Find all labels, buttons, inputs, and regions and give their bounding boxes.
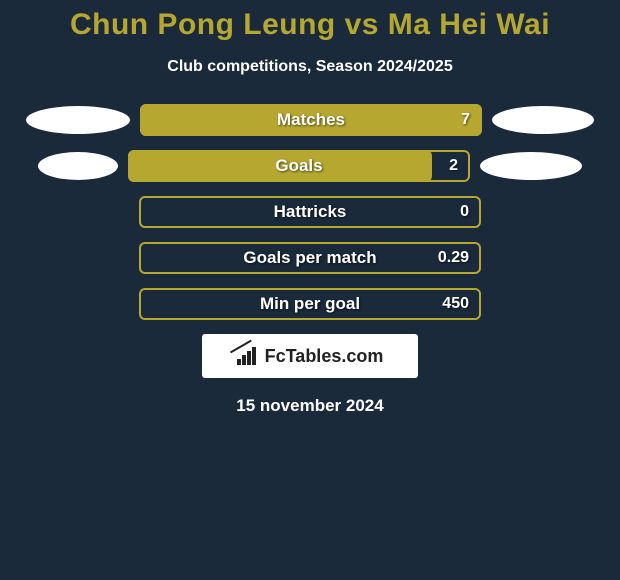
branding-text: FcTables.com [265, 346, 384, 367]
player-right-ellipse [492, 106, 594, 134]
stat-label: Min per goal [260, 294, 360, 314]
stat-value: 2 [449, 157, 458, 175]
stat-row: Hattricks 0 [0, 196, 620, 228]
stat-bar: Matches 7 [140, 104, 482, 136]
stat-label: Goals per match [243, 248, 376, 268]
stat-value: 0 [460, 203, 469, 221]
player-left-ellipse [26, 106, 130, 134]
stat-bar: Min per goal 450 [139, 288, 481, 320]
stat-row: Goals 2 [0, 150, 620, 182]
player-right-ellipse [480, 152, 582, 180]
stat-row: Min per goal 450 [0, 288, 620, 320]
page-title: Chun Pong Leung vs Ma Hei Wai [0, 8, 620, 42]
stat-bar: Goals 2 [128, 150, 470, 182]
stat-row: Matches 7 [0, 104, 620, 136]
stat-bar: Hattricks 0 [139, 196, 481, 228]
subtitle: Club competitions, Season 2024/2025 [0, 58, 620, 76]
player-left-ellipse [38, 152, 118, 180]
stat-value: 450 [442, 295, 469, 313]
stat-rows: Matches 7 Goals 2 Hattricks 0 Goals per match 0… [0, 104, 620, 320]
date-label: 15 november 2024 [0, 396, 620, 416]
stat-value: 0.29 [438, 249, 469, 267]
stat-label: Hattricks [274, 202, 347, 222]
bar-chart-icon [237, 347, 259, 365]
stat-label: Matches [277, 110, 345, 130]
comparison-card: Chun Pong Leung vs Ma Hei Wai Club compe… [0, 0, 620, 416]
stat-row: Goals per match 0.29 [0, 242, 620, 274]
stat-bar: Goals per match 0.29 [139, 242, 481, 274]
stat-value: 7 [461, 111, 470, 129]
branding-badge: FcTables.com [202, 334, 418, 378]
stat-label: Goals [275, 156, 322, 176]
